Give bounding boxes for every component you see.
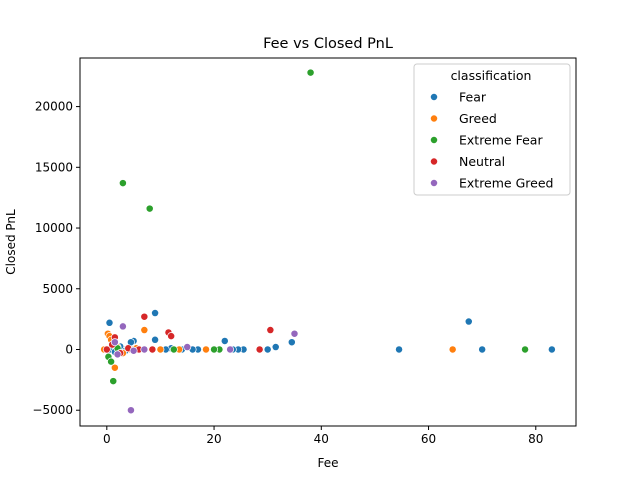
point-extreme-greed xyxy=(129,346,138,355)
point-greed xyxy=(140,326,149,335)
y-tick-label: 0 xyxy=(65,342,73,356)
legend-box xyxy=(413,63,571,196)
legend-marker-neutral xyxy=(430,157,438,166)
point-fear xyxy=(287,338,296,347)
point-extreme-greed xyxy=(118,322,127,331)
point-neutral xyxy=(255,345,264,354)
point-extreme-fear xyxy=(107,357,116,366)
x-axis-ticks: 0 20 40 60 80 xyxy=(103,426,543,446)
point-greed xyxy=(110,363,119,372)
point-neutral xyxy=(102,345,111,354)
point-extreme-greed xyxy=(290,329,299,338)
legend-marker-greed xyxy=(430,114,438,123)
point-neutral xyxy=(140,312,149,321)
legend-title: classification xyxy=(451,68,532,83)
legend-label-fear: Fear xyxy=(459,90,487,105)
point-neutral xyxy=(266,326,275,335)
legend: classification Fear Greed Extreme Fear Neut… xyxy=(413,63,571,196)
y-tick-label: 5000 xyxy=(42,282,73,296)
legend-label-extreme-fear: Extreme Fear xyxy=(459,133,543,148)
point-extreme-fear xyxy=(169,345,178,354)
point-fear xyxy=(220,337,229,345)
point-greed xyxy=(202,345,210,354)
point-fear xyxy=(263,345,272,354)
y-tick-label: 15000 xyxy=(35,160,73,174)
point-fear xyxy=(151,335,160,344)
y-tick-label: 10000 xyxy=(35,221,73,235)
point-extreme-fear xyxy=(145,204,154,213)
plot-frame xyxy=(79,57,577,427)
legend-label-greed: Greed xyxy=(459,111,497,126)
point-extreme-fear xyxy=(521,345,530,354)
point-fear xyxy=(105,318,114,327)
point-extreme-greed xyxy=(126,406,135,415)
point-extreme-greed xyxy=(110,338,119,347)
legend-marker-extreme-fear xyxy=(430,136,438,144)
point-extreme-fear xyxy=(306,68,315,77)
x-tick-label: 40 xyxy=(314,432,329,446)
legend-marker-extreme-greed xyxy=(430,179,438,187)
point-greed xyxy=(156,345,165,354)
chart-title: Fee vs Closed PnL xyxy=(263,36,393,52)
point-fear xyxy=(395,345,403,354)
x-tick-label: 60 xyxy=(421,432,436,446)
point-fear xyxy=(151,309,160,317)
point-extreme-fear xyxy=(118,179,127,188)
legend-label-extreme-greed: Extreme Greed xyxy=(459,176,553,191)
point-fear xyxy=(478,345,487,354)
legend-label-neutral: Neutral xyxy=(459,154,505,169)
legend-marker-fear xyxy=(430,93,438,101)
x-tick-label: 80 xyxy=(528,432,543,446)
point-extreme-fear xyxy=(210,345,219,354)
points-layer xyxy=(100,68,556,415)
x-tick-label: 20 xyxy=(206,432,221,446)
y-axis-title: Closed PnL xyxy=(4,209,18,275)
point-fear xyxy=(547,345,556,354)
x-axis-title: Fee xyxy=(317,456,338,470)
point-extreme-greed xyxy=(183,343,192,352)
point-greed xyxy=(448,345,457,354)
point-extreme-greed xyxy=(140,345,149,354)
y-axis-ticks: −5000 0 5000 10000 15000 20000 xyxy=(32,100,80,417)
point-extreme-greed xyxy=(113,350,122,359)
point-extreme-greed xyxy=(226,345,235,354)
point-extreme-fear xyxy=(109,377,118,386)
point-neutral xyxy=(148,345,157,354)
y-tick-label: −5000 xyxy=(32,403,73,417)
point-fear xyxy=(271,343,280,352)
x-tick-label: 0 xyxy=(103,432,111,446)
y-tick-label: 20000 xyxy=(35,100,73,114)
point-neutral xyxy=(167,332,176,341)
point-fear xyxy=(464,317,473,326)
